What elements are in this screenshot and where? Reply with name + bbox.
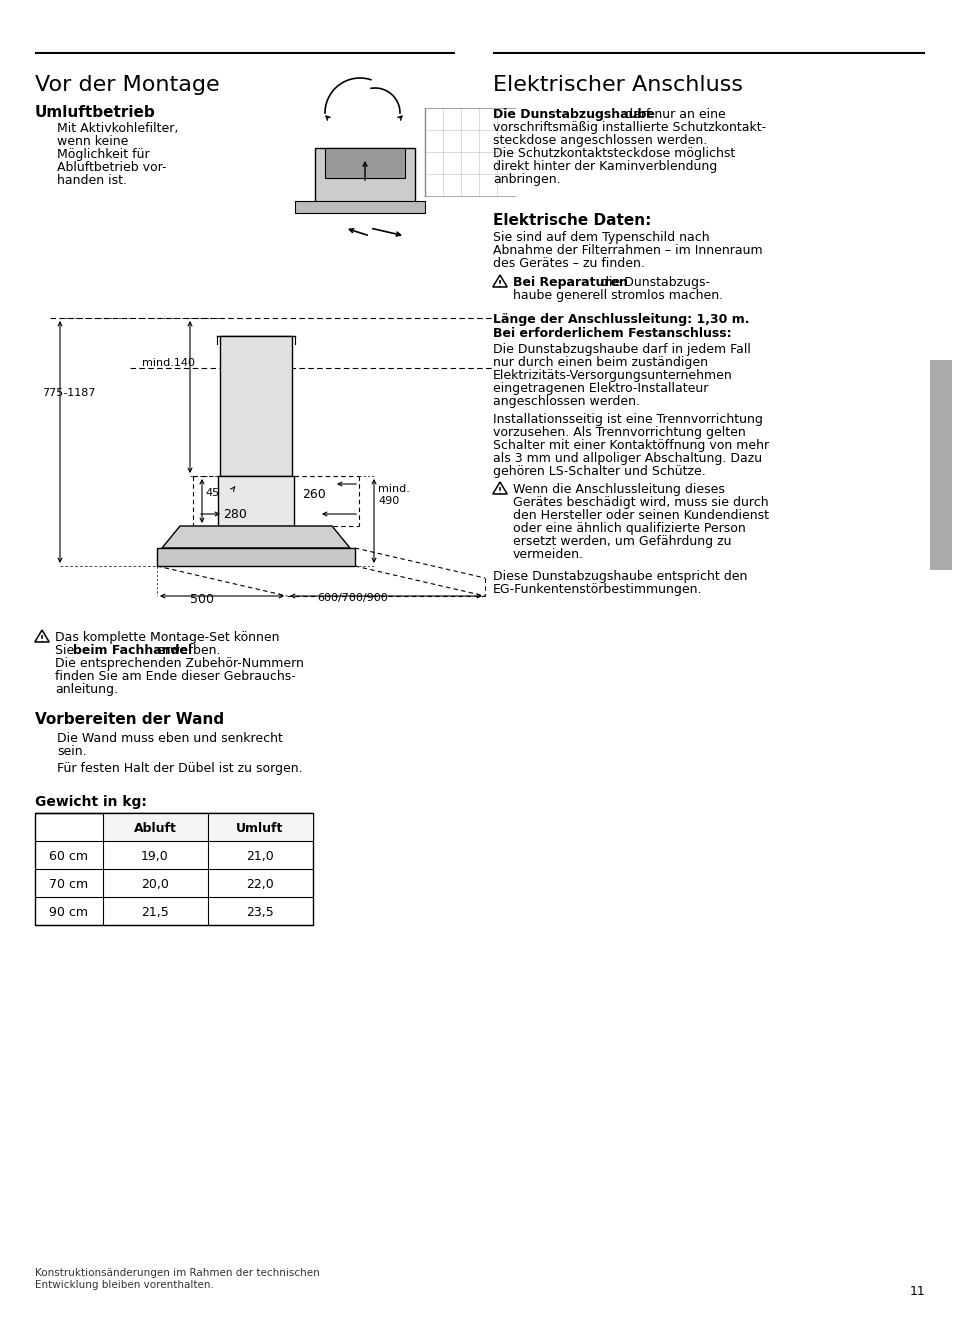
Text: Bei erforderlichem Festanschluss:: Bei erforderlichem Festanschluss: — [493, 328, 731, 339]
Text: Die Wand muss eben und senkrecht: Die Wand muss eben und senkrecht — [57, 732, 283, 745]
Text: Gerätes beschädigt wird, muss sie durch: Gerätes beschädigt wird, muss sie durch — [513, 496, 768, 509]
Text: eingetragenen Elektro-Installateur: eingetragenen Elektro-Installateur — [493, 382, 708, 395]
Text: !: ! — [497, 280, 501, 289]
Bar — [325, 149, 405, 178]
Text: Installationsseitig ist eine Trennvorrichtung: Installationsseitig ist eine Trennvorric… — [493, 412, 762, 426]
Text: mind.140: mind.140 — [142, 358, 194, 369]
Text: steckdose angeschlossen werden.: steckdose angeschlossen werden. — [493, 134, 706, 147]
Text: gehören LS-Schalter und Schütze.: gehören LS-Schalter und Schütze. — [493, 465, 705, 477]
Text: erwerben.: erwerben. — [152, 644, 220, 656]
Text: Umluftbetrieb: Umluftbetrieb — [35, 105, 155, 119]
Text: wenn keine: wenn keine — [57, 135, 129, 149]
Text: Gewicht in kg:: Gewicht in kg: — [35, 796, 147, 809]
Text: Elektrischer Anschluss: Elektrischer Anschluss — [493, 76, 742, 95]
Text: Vorbereiten der Wand: Vorbereiten der Wand — [35, 712, 224, 727]
Text: handen ist.: handen ist. — [57, 174, 127, 187]
Text: 21,5: 21,5 — [141, 906, 169, 919]
Text: des Gerätes – zu finden.: des Gerätes – zu finden. — [493, 257, 644, 271]
Text: anbringen.: anbringen. — [493, 172, 560, 186]
Text: finden Sie am Ende dieser Gebrauchs-: finden Sie am Ende dieser Gebrauchs- — [55, 670, 295, 683]
Text: ersetzt werden, um Gefährdung zu: ersetzt werden, um Gefährdung zu — [513, 534, 731, 548]
Text: mind.: mind. — [377, 484, 410, 495]
Bar — [929, 359, 951, 570]
Text: vermeiden.: vermeiden. — [513, 548, 583, 561]
Text: oder eine ähnlich qualifizierte Person: oder eine ähnlich qualifizierte Person — [513, 522, 745, 534]
Text: Sie sind auf dem Typenschild nach: Sie sind auf dem Typenschild nach — [493, 231, 709, 244]
Text: 60 cm: 60 cm — [50, 850, 89, 863]
Text: Die Dunstabzugshaube darf in jedem Fall: Die Dunstabzugshaube darf in jedem Fall — [493, 343, 750, 355]
Text: den Hersteller oder seinen Kundendienst: den Hersteller oder seinen Kundendienst — [513, 509, 768, 522]
Text: Bei Reparaturen: Bei Reparaturen — [513, 276, 627, 289]
Text: anleitung.: anleitung. — [55, 683, 118, 696]
Text: 22,0: 22,0 — [246, 878, 274, 891]
Text: 21,0: 21,0 — [246, 850, 274, 863]
Bar — [220, 335, 292, 476]
Bar — [157, 548, 355, 566]
Text: 45: 45 — [205, 488, 219, 499]
Text: Sie: Sie — [55, 644, 78, 656]
Text: vorzusehen. Als Trennvorrichtung gelten: vorzusehen. Als Trennvorrichtung gelten — [493, 426, 745, 439]
Text: 500: 500 — [190, 593, 213, 606]
Text: 70 cm: 70 cm — [50, 878, 89, 891]
Text: Diese Dunstabzugshaube entspricht den: Diese Dunstabzugshaube entspricht den — [493, 570, 746, 583]
Bar — [294, 202, 424, 213]
Text: angeschlossen werden.: angeschlossen werden. — [493, 395, 639, 408]
Polygon shape — [162, 526, 350, 548]
Bar — [218, 476, 294, 526]
Bar — [35, 813, 313, 926]
Text: 20,0: 20,0 — [141, 878, 169, 891]
Text: Wenn die Anschlussleitung dieses: Wenn die Anschlussleitung dieses — [513, 483, 724, 496]
Text: Für festen Halt der Dübel ist zu sorgen.: Für festen Halt der Dübel ist zu sorgen. — [57, 762, 302, 774]
Text: die Dunstabzugs-: die Dunstabzugs- — [597, 276, 709, 289]
Text: direkt hinter der Kaminverblendung: direkt hinter der Kaminverblendung — [493, 160, 717, 172]
Text: darf nur an eine: darf nur an eine — [620, 107, 725, 121]
Text: sein.: sein. — [57, 745, 87, 758]
Text: 490: 490 — [377, 496, 399, 507]
Text: 280: 280 — [223, 508, 247, 521]
Text: 19,0: 19,0 — [141, 850, 169, 863]
Bar — [103, 813, 313, 841]
Text: 260: 260 — [302, 488, 325, 501]
Text: Das komplette Montage-Set können: Das komplette Montage-Set können — [55, 631, 279, 644]
Text: 90 cm: 90 cm — [50, 906, 89, 919]
Text: 775-1187: 775-1187 — [42, 389, 95, 398]
Text: beim Fachhandel: beim Fachhandel — [73, 644, 192, 656]
Text: Abnahme der Filterrahmen – im Innenraum: Abnahme der Filterrahmen – im Innenraum — [493, 244, 761, 257]
Text: als 3 mm und allpoliger Abschaltung. Dazu: als 3 mm und allpoliger Abschaltung. Daz… — [493, 452, 761, 465]
Text: vorschriftsmäßig installierte Schutzkontakt-: vorschriftsmäßig installierte Schutzkont… — [493, 121, 765, 134]
Text: 11: 11 — [909, 1285, 925, 1298]
Text: EG-Funkentenstörbestimmungen.: EG-Funkentenstörbestimmungen. — [493, 583, 701, 595]
Text: Länge der Anschlussleitung: 1,30 m.: Länge der Anschlussleitung: 1,30 m. — [493, 313, 749, 326]
Text: Vor der Montage: Vor der Montage — [35, 76, 219, 95]
Text: Elektrische Daten:: Elektrische Daten: — [493, 213, 651, 228]
Text: Umluft: Umluft — [236, 822, 283, 835]
Text: Die Schutzkontaktsteckdose möglichst: Die Schutzkontaktsteckdose möglichst — [493, 147, 735, 160]
Text: Möglichkeit für: Möglichkeit für — [57, 149, 150, 160]
Text: haube generell stromlos machen.: haube generell stromlos machen. — [513, 289, 722, 302]
Text: Mit Aktivkohlefilter,: Mit Aktivkohlefilter, — [57, 122, 178, 135]
Text: Die Dunstabzugshaube: Die Dunstabzugshaube — [493, 107, 654, 121]
Text: Abluftbetrieb vor-: Abluftbetrieb vor- — [57, 160, 167, 174]
Text: 600/700/900: 600/700/900 — [316, 593, 387, 603]
Text: !: ! — [40, 635, 44, 644]
Text: 23,5: 23,5 — [246, 906, 274, 919]
Text: Konstruktionsänderungen im Rahmen der technischen
Entwicklung bleiben vorenthalt: Konstruktionsänderungen im Rahmen der te… — [35, 1268, 319, 1290]
Text: Elektrizitäts-Versorgungsunternehmen: Elektrizitäts-Versorgungsunternehmen — [493, 369, 732, 382]
Text: nur durch einen beim zuständigen: nur durch einen beim zuständigen — [493, 355, 707, 369]
Text: Die entsprechenden Zubehör-Nummern: Die entsprechenden Zubehör-Nummern — [55, 656, 304, 670]
Bar — [314, 149, 415, 208]
Text: !: ! — [497, 487, 501, 496]
Text: Abluft: Abluft — [133, 822, 176, 835]
Text: Schalter mit einer Kontaktöffnung von mehr: Schalter mit einer Kontaktöffnung von me… — [493, 439, 768, 452]
